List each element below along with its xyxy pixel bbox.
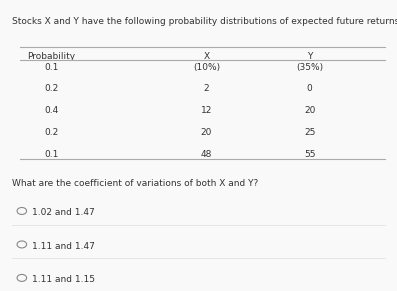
Text: 1.02 and 1.47: 1.02 and 1.47: [32, 208, 94, 217]
Text: 55: 55: [304, 150, 315, 159]
Text: 0: 0: [307, 84, 312, 93]
Text: (10%): (10%): [193, 63, 220, 72]
Text: 1.11 and 1.47: 1.11 and 1.47: [32, 242, 94, 251]
Text: 0.1: 0.1: [44, 63, 59, 72]
Text: 25: 25: [304, 128, 315, 137]
Text: 20: 20: [201, 128, 212, 137]
Text: Y: Y: [307, 52, 312, 61]
Text: Stocks X and Y have the following probability distributions of expected future r: Stocks X and Y have the following probab…: [12, 17, 397, 26]
Text: 1.11 and 1.15: 1.11 and 1.15: [32, 275, 95, 284]
Text: 0.2: 0.2: [44, 128, 59, 137]
Text: What are the coefficient of variations of both X and Y?: What are the coefficient of variations o…: [12, 179, 258, 188]
Text: 48: 48: [201, 150, 212, 159]
Text: 0.4: 0.4: [44, 106, 59, 115]
Text: 0.1: 0.1: [44, 150, 59, 159]
Text: 0.2: 0.2: [44, 84, 59, 93]
Text: 20: 20: [304, 106, 315, 115]
Text: Probability: Probability: [27, 52, 76, 61]
Text: 12: 12: [201, 106, 212, 115]
Text: (35%): (35%): [296, 63, 323, 72]
Text: X: X: [203, 52, 210, 61]
Text: 2: 2: [204, 84, 209, 93]
